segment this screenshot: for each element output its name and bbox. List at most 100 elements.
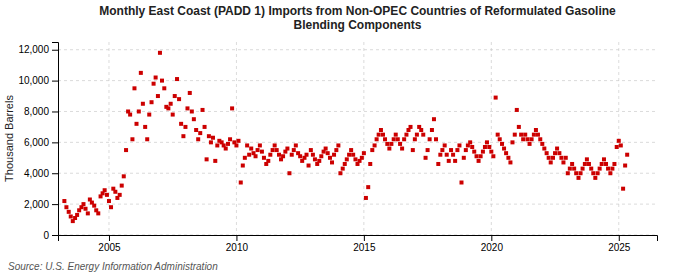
point: [411, 148, 415, 152]
point: [479, 154, 483, 158]
point: [540, 142, 544, 146]
x-grid-line: [236, 42, 237, 235]
point: [230, 106, 234, 110]
point: [506, 156, 510, 160]
y-tick-label: 12,000: [18, 44, 49, 55]
point: [481, 150, 485, 154]
source-note: Source: U.S. Energy Information Administ…: [8, 261, 218, 272]
point: [198, 131, 202, 135]
point: [96, 211, 100, 215]
y-tick-label: 10,000: [18, 75, 49, 86]
y-grid-line: [58, 80, 657, 81]
point: [249, 147, 253, 151]
point: [557, 151, 561, 155]
point: [604, 162, 608, 166]
x-tick-mark: [109, 235, 110, 241]
point: [258, 143, 262, 147]
point: [120, 184, 124, 188]
point: [75, 213, 79, 217]
point: [343, 162, 347, 166]
point: [143, 125, 147, 129]
y-grid-line: [58, 111, 657, 112]
point: [328, 156, 332, 160]
point: [564, 156, 568, 160]
point: [188, 91, 192, 95]
y-axis: 02,0004,0006,0008,00010,00012,000: [18, 43, 58, 241]
x-tick: 2010: [226, 235, 249, 253]
point: [287, 171, 291, 175]
y-tick-label: 8,000: [24, 106, 49, 117]
point: [317, 159, 321, 163]
point: [366, 185, 370, 189]
point: [572, 167, 576, 171]
y-tick-mark: [52, 142, 58, 143]
point: [379, 128, 383, 132]
point: [545, 151, 549, 155]
point: [542, 147, 546, 151]
point: [370, 148, 374, 152]
point: [428, 137, 432, 141]
point: [555, 147, 559, 151]
point: [166, 106, 170, 110]
point: [468, 140, 472, 144]
point: [487, 145, 491, 149]
point: [273, 143, 277, 147]
point: [141, 102, 145, 106]
point: [440, 148, 444, 152]
point: [113, 190, 117, 194]
point: [173, 94, 177, 98]
point: [415, 133, 419, 137]
point: [228, 137, 232, 141]
y-tick-mark: [52, 204, 58, 205]
point: [389, 142, 393, 146]
point: [311, 153, 315, 157]
point: [585, 157, 589, 161]
y-grid-line: [58, 204, 657, 205]
point: [285, 147, 289, 151]
point: [179, 122, 183, 126]
y-tick-label: 0: [43, 230, 49, 241]
point: [502, 147, 506, 151]
point: [491, 154, 495, 158]
point: [485, 140, 489, 144]
x-tick: 2025: [608, 235, 631, 253]
point: [532, 133, 536, 137]
point: [508, 160, 512, 164]
point: [464, 148, 468, 152]
point: [67, 210, 71, 214]
point: [118, 193, 122, 197]
point: [281, 154, 285, 158]
point: [419, 128, 423, 132]
point: [538, 137, 542, 141]
point: [103, 188, 107, 192]
point: [292, 148, 296, 152]
x-tick-mark: [364, 235, 365, 241]
point: [203, 125, 207, 129]
point: [226, 142, 230, 146]
y-axis-title: Thousand Barrels: [3, 95, 15, 182]
point: [434, 137, 438, 141]
point: [400, 147, 404, 151]
x-tick-mark: [491, 235, 492, 241]
point: [236, 139, 240, 143]
x-grid-line: [618, 42, 619, 235]
point: [459, 181, 463, 185]
y-tick: 2,000: [24, 199, 58, 210]
x-grid-line: [363, 42, 364, 235]
y-tick-label: 4,000: [24, 168, 49, 179]
y-tick-mark: [52, 173, 58, 174]
points: [62, 51, 629, 223]
x-tick-label: 2025: [608, 242, 631, 253]
point: [385, 142, 389, 146]
point: [353, 157, 357, 161]
point: [81, 202, 85, 206]
point: [602, 157, 606, 161]
point: [351, 153, 355, 157]
point: [62, 199, 66, 203]
point: [362, 151, 366, 155]
point: [211, 136, 215, 140]
y-grid-line: [58, 49, 657, 50]
point: [477, 159, 481, 163]
point: [494, 96, 498, 100]
point: [154, 76, 158, 80]
